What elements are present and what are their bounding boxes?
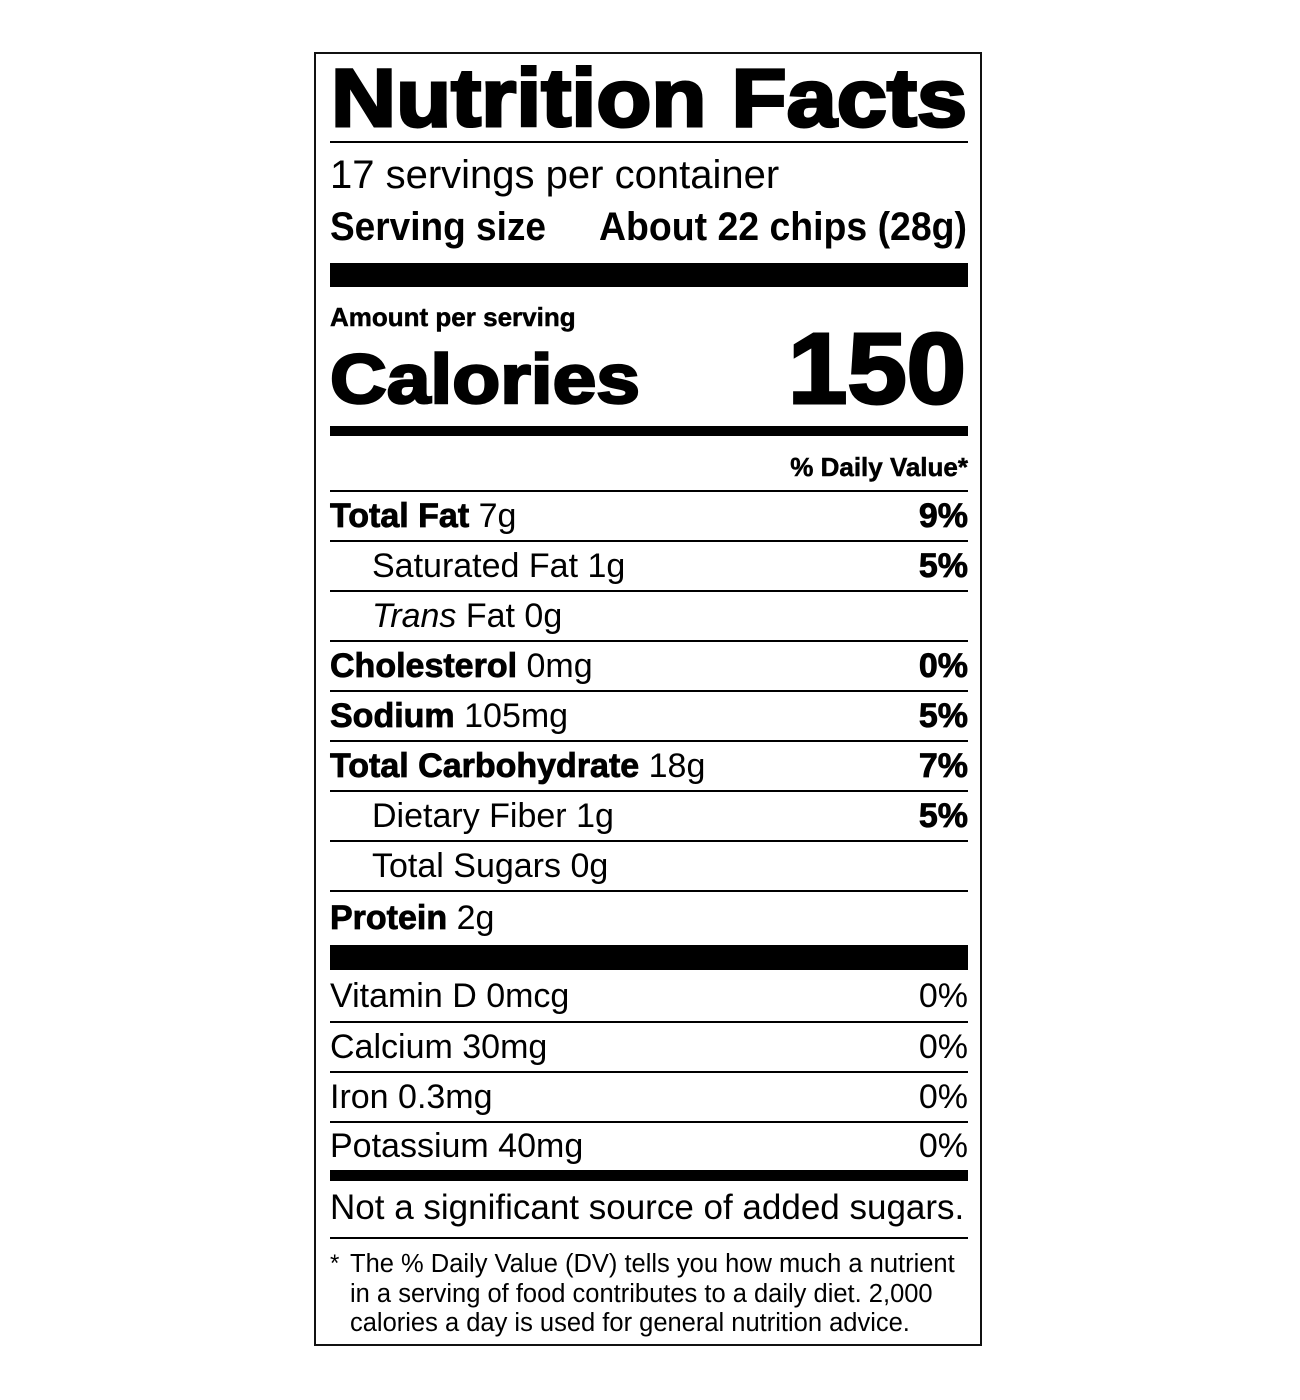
- vitamin-label: Vitamin D 0mcg: [330, 976, 570, 1015]
- nutrient-row-saturated-fat: Saturated Fat 1g 5%: [330, 540, 968, 590]
- serving-size-label: Serving size: [330, 205, 546, 249]
- nutrition-label: [314, 52, 982, 1346]
- nutrient-amount: 1g: [587, 546, 626, 585]
- nutrient-dv: 9%: [918, 496, 968, 535]
- nutrient-dv: 0%: [918, 646, 968, 685]
- nutrient-name: Protein: [330, 899, 448, 938]
- nutrient-dv: 5%: [918, 546, 968, 585]
- nutrient-amount: 1g: [576, 796, 614, 835]
- nutrient-row-total-carbohydrate: Total Carbohydrate 18g 7%: [330, 740, 968, 790]
- daily-value-header: % Daily Value*: [790, 452, 968, 483]
- vitamin-label: Potassium 40mg: [330, 1127, 584, 1165]
- nutrient-dv: 5%: [918, 796, 968, 835]
- vitamin-dv: 0%: [918, 976, 968, 1015]
- calories-value: 150: [788, 313, 966, 425]
- nutrient-dv: 5%: [918, 696, 968, 735]
- footnote: The % Daily Value (DV) tells you how muc…: [350, 1250, 955, 1339]
- vitamin-row: Vitamin D 0mcg 0%: [330, 970, 968, 1022]
- nutrient-row-total-fat: Total Fat 7g 9%: [330, 490, 968, 540]
- medium-divider: [330, 426, 968, 436]
- amount-per-serving: Amount per serving: [330, 302, 576, 333]
- title: Nutrition Facts: [331, 53, 967, 144]
- added-sugars-note: Not a significant source of added sugars…: [330, 1188, 965, 1227]
- vitamin-label: Iron 0.3mg: [330, 1077, 493, 1116]
- vitamin-dv: 0%: [918, 1127, 968, 1165]
- vitamin-row: Iron 0.3mg 0%: [330, 1071, 968, 1121]
- nutrient-amount: 7g: [478, 496, 517, 535]
- vitamin-row: Potassium 40mg 0%: [330, 1121, 968, 1170]
- footnote-line: calories a day is used for general nutri…: [350, 1309, 910, 1337]
- nutrient-row-dietary-fiber: Dietary Fiber 1g 5%: [330, 790, 968, 840]
- footnote-line: in a serving of food contributes to a da…: [350, 1279, 933, 1308]
- nutrient-row-total-sugars: Total Sugars 0g: [330, 840, 968, 890]
- nutrient-amount: 18g: [648, 746, 706, 785]
- nutrient-row-cholesterol: Cholesterol 0mg 0%: [330, 640, 968, 690]
- vitamin-row: Calcium 30mg 0%: [330, 1021, 968, 1071]
- vitamin-dv: 0%: [918, 1027, 968, 1066]
- footnote-star: *: [330, 1250, 340, 1277]
- serving-size-value: About 22 chips (28g): [599, 205, 967, 249]
- nutrient-amount: 105mg: [464, 696, 569, 735]
- nutrient-row-trans-fat: Trans Fat 0g: [330, 590, 968, 640]
- nutrient-name-suffix: Fat: [465, 596, 515, 635]
- nutrient-amount: 2g: [456, 899, 495, 937]
- calories-label: Calories: [330, 340, 640, 418]
- divider: [330, 141, 968, 143]
- nutrient-dv: 7%: [918, 746, 968, 785]
- nutrient-name: Sodium: [330, 696, 455, 735]
- medium-divider: [330, 1170, 968, 1181]
- divider: [330, 1237, 968, 1239]
- vitamin-dv: 0%: [918, 1077, 968, 1116]
- nutrient-amount: 0g: [524, 596, 563, 635]
- nutrient-row-protein: Protein 2g: [330, 890, 968, 945]
- nutrient-name: Dietary Fiber: [372, 796, 567, 835]
- nutrient-name: Total Fat: [330, 496, 470, 535]
- nutrient-name: Saturated Fat: [372, 546, 579, 585]
- thick-divider: [330, 945, 968, 970]
- thick-divider: [330, 263, 968, 287]
- nutrient-amount: 0mg: [526, 646, 593, 685]
- servings-per-container: 17 servings per container: [330, 153, 780, 197]
- vitamin-label: Calcium 30mg: [330, 1027, 548, 1066]
- nutrient-name: Total Carbohydrate: [330, 746, 640, 785]
- nutrient-name: Trans: [372, 596, 457, 635]
- nutrient-name: Cholesterol: [330, 646, 518, 685]
- nutrient-name: Total Sugars: [372, 846, 561, 885]
- footnote-line: The % Daily Value (DV) tells you how muc…: [350, 1250, 955, 1278]
- nutrient-row-sodium: Sodium 105mg 5%: [330, 690, 968, 740]
- nutrient-amount: 0g: [570, 846, 609, 885]
